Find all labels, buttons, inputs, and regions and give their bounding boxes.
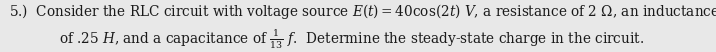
Text: of .25 $H$, and a capacitance of $\frac{1}{13}$ $f$.  Determine the steady-state: of .25 $H$, and a capacitance of $\frac{… (59, 27, 644, 51)
Text: 5.)  Consider the RLC circuit with voltage source $E(t) = 40\cos(2t)$ $V$, a res: 5.) Consider the RLC circuit with voltag… (9, 2, 716, 21)
